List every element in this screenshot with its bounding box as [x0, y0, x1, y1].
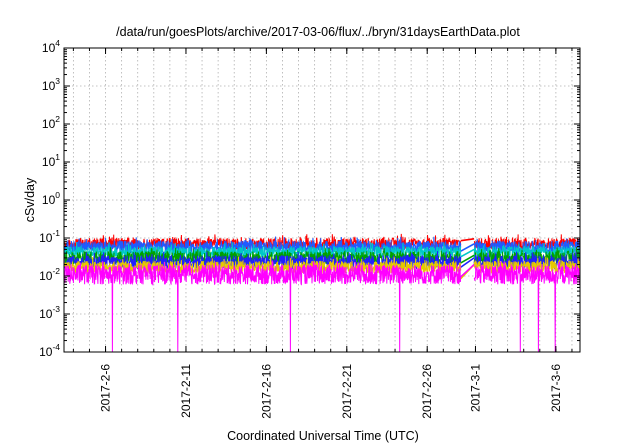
- gap-connector: [460, 263, 475, 278]
- tick-layer: [64, 47, 580, 353]
- chart-title: /data/run/goesPlots/archive/2017-03-06/f…: [116, 25, 520, 39]
- x-tick-label: 2017-2-26: [420, 364, 434, 419]
- x-tick-label: 2017-2-11: [179, 364, 193, 418]
- series-layer: [63, 233, 581, 353]
- y-tick-label: 102: [42, 114, 60, 131]
- gap-connector: [460, 254, 475, 264]
- y-tick-label: 10-4: [39, 342, 60, 359]
- x-tick-label: 2017-3-1: [468, 364, 482, 412]
- y-axis-tick-labels: 10-4 10-3 10-2 10-1 100 101 102 103 104: [39, 38, 60, 359]
- gap-connector: [460, 243, 475, 252]
- y-tick-label: 103: [42, 76, 60, 93]
- grid-layer: [64, 48, 580, 352]
- x-tick-label: 2017-3-6: [549, 364, 563, 412]
- gap-connector: [460, 248, 475, 258]
- y-tick-label: 104: [42, 38, 60, 55]
- x-axis-label: Coordinated Universal Time (UTC): [227, 429, 419, 443]
- x-tick-label: 2017-2-21: [340, 364, 354, 419]
- series-group: [63, 233, 581, 353]
- gap-connector: [460, 257, 475, 268]
- y-tick-label: 100: [42, 190, 60, 207]
- x-tick-label: 2017-2-16: [259, 364, 273, 419]
- gap-connector: [460, 238, 475, 242]
- series-line: [473, 261, 581, 353]
- y-axis-label: cSv/day: [23, 177, 37, 222]
- y-tick-label: 10-1: [39, 228, 60, 245]
- y-tick-label: 10-2: [39, 266, 60, 283]
- x-tick-label: 2017-2-6: [99, 364, 113, 412]
- x-axis-tick-labels: 2017-2-6 2017-2-11 2017-2-16 2017-2-21 2017-…: [99, 364, 563, 419]
- y-tick-label: 10-3: [39, 304, 60, 321]
- y-tick-label: 101: [42, 152, 60, 169]
- series-line: [63, 260, 462, 353]
